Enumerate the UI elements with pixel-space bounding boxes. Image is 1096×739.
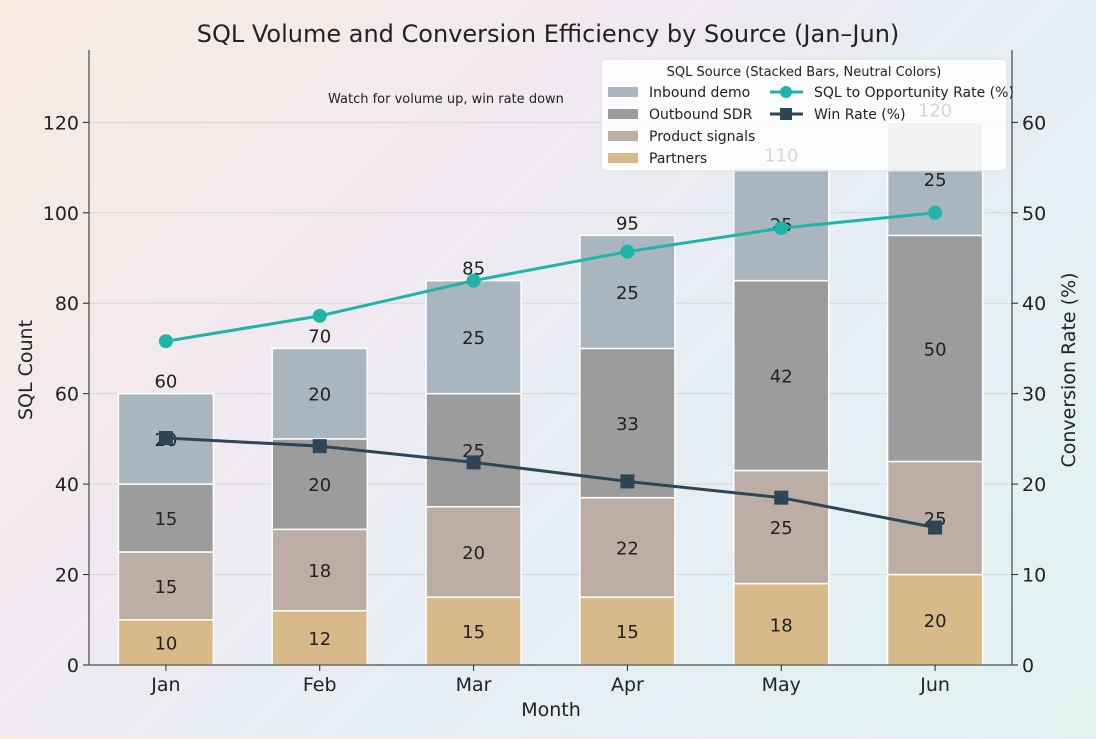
bar-total-label: 95 bbox=[616, 213, 639, 234]
x-tick-label: May bbox=[762, 674, 801, 696]
line-point bbox=[466, 273, 481, 288]
bar-value-label: 20 bbox=[462, 543, 485, 564]
bar-value-label: 20 bbox=[924, 611, 947, 632]
bar-total-label: 60 bbox=[154, 372, 177, 393]
y2-axis-label: Conversion Rate (%) bbox=[1058, 272, 1080, 467]
bar-segment bbox=[425, 596, 522, 666]
series-line bbox=[165, 436, 936, 530]
y-axis-label: SQL Count bbox=[15, 320, 37, 420]
line-point bbox=[620, 474, 635, 489]
y-tick-label: 60 bbox=[55, 384, 79, 406]
bar-value-label: 15 bbox=[154, 509, 177, 530]
bar-value-label: 25 bbox=[770, 518, 793, 539]
bar-segment bbox=[733, 469, 830, 585]
bar-total-label: 85 bbox=[462, 259, 485, 280]
series-line bbox=[165, 211, 936, 343]
bar-value-label: 50 bbox=[924, 339, 947, 360]
legend-marker bbox=[780, 108, 792, 120]
y-tick-label: 120 bbox=[43, 112, 79, 134]
bar-segment bbox=[271, 438, 368, 531]
bar-segment bbox=[886, 573, 984, 666]
bar-value-label: 15 bbox=[462, 622, 485, 643]
line-point bbox=[620, 244, 635, 259]
legend-marker bbox=[780, 86, 792, 98]
y2-tick-label: 30 bbox=[1022, 384, 1046, 406]
y2-tick-label: 10 bbox=[1022, 565, 1046, 587]
bar-value-label: 18 bbox=[770, 615, 793, 636]
bar-total-label: 70 bbox=[308, 326, 331, 347]
y2-tick-label: 40 bbox=[1022, 293, 1046, 315]
bar-value-label: 33 bbox=[616, 414, 639, 435]
line-point bbox=[928, 520, 943, 535]
bar-value-label: 15 bbox=[616, 622, 639, 643]
legend-swatch bbox=[608, 153, 638, 163]
bar-value-label: 42 bbox=[770, 367, 793, 388]
y-tick-label: 0 bbox=[67, 655, 79, 677]
bar-segment bbox=[271, 528, 368, 612]
bar-value-label: 12 bbox=[308, 629, 331, 650]
y-tick-label: 20 bbox=[55, 565, 79, 587]
x-axis-label: Month bbox=[521, 699, 581, 721]
legend-label: Win Rate (%) bbox=[814, 107, 906, 123]
legend-label: Partners bbox=[649, 151, 707, 167]
x-tick-label: Apr bbox=[611, 674, 644, 696]
bar-value-label: 10 bbox=[154, 633, 177, 654]
legend-swatch bbox=[608, 131, 638, 141]
y-tick-label: 80 bbox=[55, 293, 79, 315]
y-tick-label: 40 bbox=[55, 474, 79, 496]
y2-tick-label: 20 bbox=[1022, 474, 1046, 496]
line-point bbox=[774, 490, 789, 505]
annotation: Watch for volume up, win rate down bbox=[328, 92, 564, 107]
legend-label: SQL to Opportunity Rate (%) bbox=[814, 85, 1014, 101]
bar-segment bbox=[425, 392, 522, 508]
line-point bbox=[774, 221, 789, 236]
bar-value-label: 20 bbox=[308, 385, 331, 406]
bar-segment bbox=[117, 483, 215, 553]
bar-value-label: 18 bbox=[308, 561, 331, 582]
x-tick-label: Jan bbox=[150, 674, 180, 696]
legend-box bbox=[600, 58, 1008, 172]
bar-value-label: 25 bbox=[616, 283, 639, 304]
bar-value-label: 22 bbox=[616, 538, 639, 559]
bar-segment bbox=[271, 347, 368, 440]
bar-value-label: 25 bbox=[462, 328, 485, 349]
x-tick-label: Mar bbox=[456, 674, 492, 696]
legend-label: Product signals bbox=[649, 129, 755, 145]
chart-title: SQL Volume and Conversion Efficiency by … bbox=[197, 20, 900, 48]
bar-segment bbox=[579, 496, 676, 598]
bar-segment bbox=[425, 505, 522, 598]
legend-swatch bbox=[608, 87, 638, 97]
line-point bbox=[466, 455, 481, 470]
bar-value-label: 20 bbox=[308, 475, 331, 496]
line-point bbox=[928, 205, 943, 220]
y-tick-label: 100 bbox=[43, 203, 79, 225]
line-point bbox=[312, 308, 327, 323]
legend-title: SQL Source (Stacked Bars, Neutral Colors… bbox=[667, 65, 942, 80]
line-point bbox=[312, 439, 327, 454]
y2-tick-label: 0 bbox=[1022, 655, 1034, 677]
y2-tick-label: 60 bbox=[1022, 112, 1046, 134]
legend-swatch bbox=[608, 109, 638, 119]
bar-segment bbox=[425, 279, 522, 395]
bar-segment bbox=[733, 582, 830, 666]
x-tick-label: Jun bbox=[919, 674, 950, 696]
line-point bbox=[158, 334, 173, 349]
y2-tick-label: 50 bbox=[1022, 203, 1046, 225]
bar-value-label: 15 bbox=[154, 577, 177, 598]
bar-value-label: 25 bbox=[924, 170, 947, 191]
legend: SQL Source (Stacked Bars, Neutral Colors… bbox=[600, 58, 1014, 172]
legend-label: Outbound SDR bbox=[649, 107, 753, 123]
legend-label: Inbound demo bbox=[649, 85, 750, 101]
bar-segment bbox=[886, 234, 984, 463]
bar-segment bbox=[733, 279, 830, 472]
bar-segment bbox=[117, 551, 215, 621]
line-point bbox=[158, 430, 173, 445]
bar-segment bbox=[579, 347, 676, 499]
x-tick-label: Feb bbox=[303, 674, 337, 696]
